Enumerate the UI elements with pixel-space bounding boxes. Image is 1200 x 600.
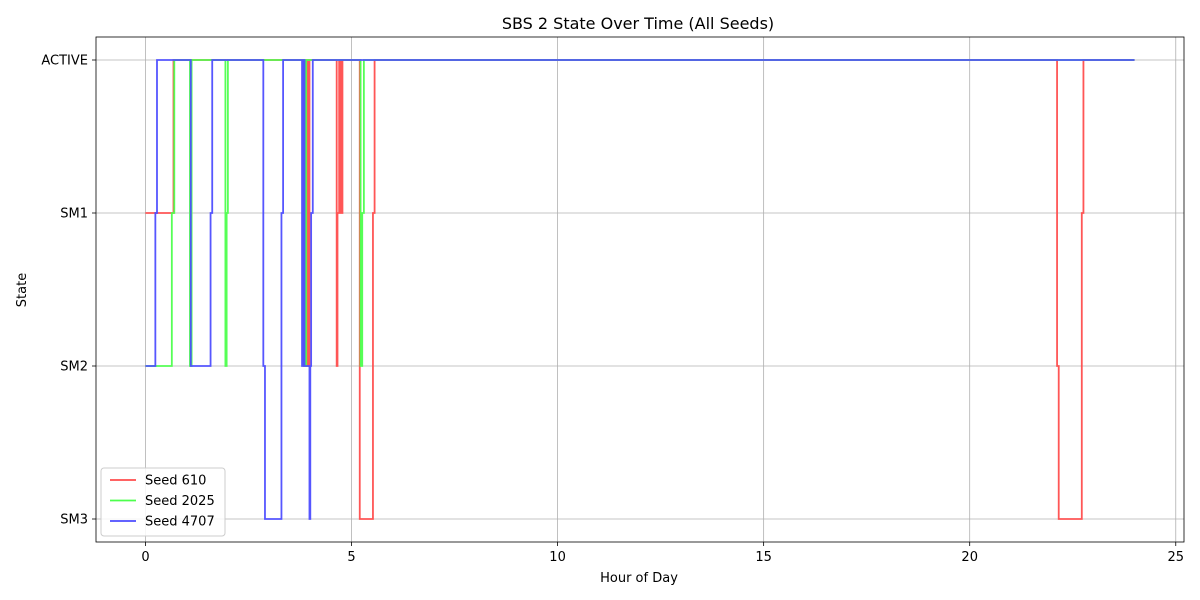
x-axis-ticks: 0 5 10 15 20 25 xyxy=(141,542,1184,565)
x-tick-label: 15 xyxy=(755,550,772,565)
y-tick-label: SM1 xyxy=(60,207,88,222)
x-tick-label: 20 xyxy=(961,550,978,565)
series-line-2 xyxy=(145,59,1135,367)
chart-title: SBS 2 State Over Time (All Seeds) xyxy=(502,14,774,33)
legend: Seed 610 Seed 2025 Seed 4707 xyxy=(100,467,226,537)
x-tick-label: 0 xyxy=(141,550,149,565)
plot-frame xyxy=(95,36,1185,543)
x-tick-label: 10 xyxy=(549,550,566,565)
y-axis-label: State xyxy=(15,273,30,307)
legend-entry: Seed 4707 xyxy=(145,515,215,530)
series-line-3 xyxy=(145,59,1135,520)
legend-entry: Seed 2025 xyxy=(145,494,215,509)
x-tick-label: 25 xyxy=(1167,550,1184,565)
y-tick-label: SM3 xyxy=(60,513,88,528)
legend-entry: Seed 610 xyxy=(145,474,206,489)
x-axis-label: Hour of Day xyxy=(600,571,678,586)
x-tick-label: 5 xyxy=(347,550,355,565)
y-axis-ticks: SM3 SM2 SM1 ACTIVE xyxy=(41,54,96,528)
legend-box xyxy=(100,467,226,537)
series-line-1 xyxy=(145,59,1135,520)
series-lines xyxy=(145,59,1135,520)
y-tick-label: ACTIVE xyxy=(41,54,88,69)
y-tick-label: SM2 xyxy=(60,360,88,375)
grid xyxy=(96,37,1184,542)
